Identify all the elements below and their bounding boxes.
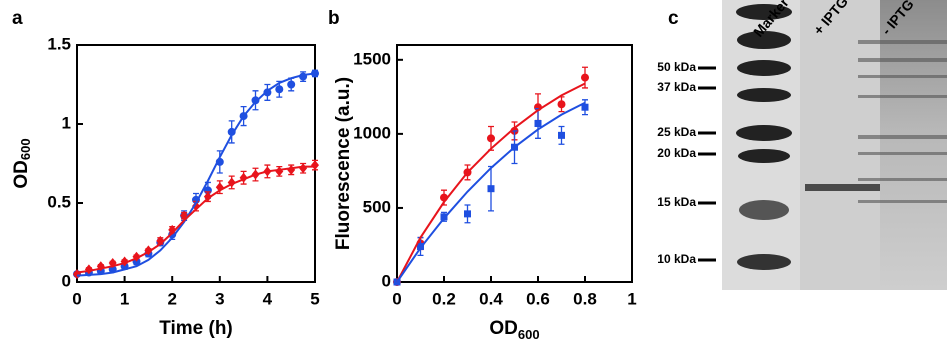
marker-label: 37 kDa: [657, 80, 696, 94]
x-tick-label: 2: [167, 289, 176, 308]
y-tick-label: 1.5: [47, 34, 71, 53]
point: [558, 132, 565, 139]
x-tick-label: 3: [215, 289, 224, 308]
x-tick-label: 0.6: [526, 289, 550, 308]
plot-frame: [77, 45, 315, 282]
point: [73, 269, 81, 279]
expressed-band: [805, 184, 880, 191]
x-tick-label: 0: [72, 289, 81, 308]
point: [581, 74, 589, 82]
plot: 0 0.5 1 1.5 0 1 2 3 4 5 a Time (h) OD600: [11, 8, 320, 339]
marker-label: 50 kDa: [657, 60, 696, 74]
y-axis-title: OD600: [11, 138, 33, 188]
marker-label: 10 kDa: [657, 252, 696, 266]
gel-image: 50 kDa 37 kDa 25 kDa 20 kDa 15 kDa 10 kD…: [657, 0, 947, 290]
point: [287, 81, 295, 89]
point: [535, 120, 542, 127]
y-tick-label: 0.5: [47, 192, 71, 211]
x-tick-label: 4: [263, 289, 273, 308]
figure: 50 kDa 37 kDa 25 kDa 20 kDa 15 kDa 10 kD…: [0, 0, 947, 346]
x-tick-label: 5: [310, 289, 319, 308]
x-tick-label: 0: [392, 289, 401, 308]
y-tick-label: 1: [62, 113, 71, 132]
marker-label: 15 kDa: [657, 195, 696, 209]
x-tick-label: 0.2: [432, 289, 456, 308]
point: [464, 210, 471, 217]
point: [275, 85, 283, 93]
point: [487, 134, 495, 142]
y-tick-label: 0: [382, 271, 391, 290]
marker-ticks: [698, 68, 716, 260]
marker-label: 25 kDa: [657, 125, 696, 139]
panel-label: a: [12, 8, 23, 29]
point: [287, 165, 295, 175]
fit-line: [77, 167, 315, 273]
y-axis-title-text: Fluorescence (a.u.): [333, 77, 354, 250]
point: [311, 160, 319, 170]
x-axis-title: Time (h): [159, 318, 233, 339]
x-tick-label: 0.8: [573, 289, 597, 308]
marker-label: 20 kDa: [657, 146, 696, 160]
x-axis-title-text: OD: [489, 318, 518, 339]
plot: 0 500 1000 1500 0 0.2 0.4 0.6 0.8 1 b OD600 Fluoresc…: [328, 8, 637, 342]
point: [299, 163, 307, 173]
x-tick-label: 0.4: [479, 289, 503, 308]
y-tick-label: 1500: [353, 49, 391, 68]
point: [558, 100, 566, 108]
x-axis-title-text: Time (h): [159, 318, 233, 339]
x-axis-title: OD600: [489, 318, 539, 342]
y-axis-title-subscript: 600: [18, 138, 33, 160]
y-tick-label: 500: [363, 197, 391, 216]
x-axis-title-subscript: 600: [518, 327, 540, 342]
x-tick-label: 1: [120, 289, 129, 308]
x-tick-label: 1: [627, 289, 636, 308]
panel-label: b: [328, 8, 340, 29]
y-axis-title: Fluorescence (a.u.): [333, 77, 354, 250]
y-tick-label: 0: [62, 271, 71, 290]
panel-label: c: [668, 8, 679, 29]
point: [275, 166, 283, 176]
y-axis-title-text: OD: [11, 160, 32, 189]
y-tick-label: 1000: [353, 123, 391, 142]
point: [488, 185, 495, 192]
